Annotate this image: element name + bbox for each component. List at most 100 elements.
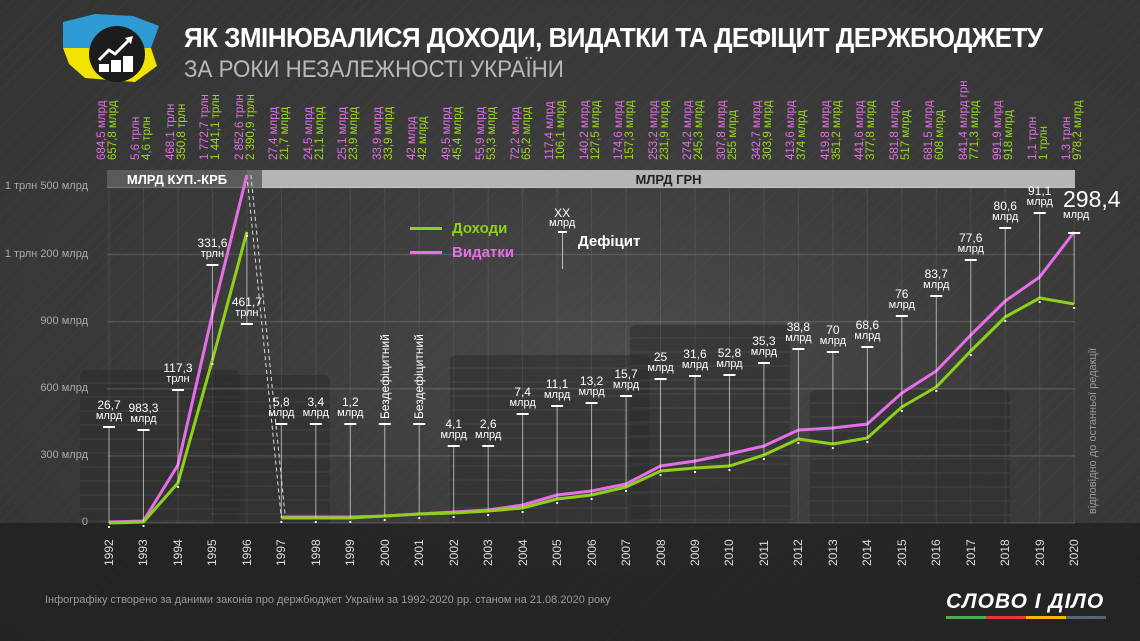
deficit-label: 117,3 трлн — [163, 361, 193, 385]
deficit-tick — [378, 423, 391, 425]
x-tick-label: 2018 — [998, 539, 1013, 566]
deficit-label-none: Бездефіцитний — [412, 334, 427, 419]
era-bar-gap — [247, 170, 262, 188]
top-value-label: 342,7 млрд 303,9 млрд — [750, 100, 774, 160]
data-point-marker — [797, 442, 800, 444]
deficit-label: 38,8 млрд — [785, 320, 812, 344]
deficit-label: 26,7 млрд — [95, 398, 123, 422]
data-point-marker — [108, 526, 110, 528]
deficit-tick — [723, 374, 736, 376]
legend-swatch-expenses — [410, 250, 442, 254]
data-point-marker — [1004, 320, 1007, 322]
y-tick-label: 900 млрд — [40, 314, 88, 327]
legend-swatch-income — [410, 226, 442, 230]
deficit-tick — [999, 227, 1012, 229]
top-value-label: 253,2 млрд 231,9 млрд — [647, 100, 671, 160]
era-bar-kupon: МЛРД КУП.-КРБ — [107, 170, 247, 188]
data-point-marker — [556, 502, 559, 504]
data-point-marker — [383, 519, 386, 521]
top-value-label: 841,4 млрд грн 771,3 млрд — [957, 80, 981, 160]
deficit-label: 7,4 млрд — [509, 385, 536, 409]
y-tick-label: 300 млрд — [40, 448, 88, 461]
deficit-tick — [309, 423, 322, 425]
top-value-label: 140,2 млрд 127,5 млрд — [578, 100, 602, 160]
ukraine-flag-splash-icon — [63, 14, 159, 82]
deficit-tick — [240, 323, 253, 325]
legend-label-income: Доходи — [452, 219, 508, 237]
deficit-tick — [930, 295, 943, 297]
top-value-label: 1,3 трлн 978,2 млрд — [1061, 100, 1085, 160]
deficit-label: 461,7 трлн — [231, 295, 262, 319]
legend-deficit-value: XX — [554, 206, 571, 220]
deficit-tick — [861, 346, 874, 348]
x-tick-label: 1994 — [170, 539, 185, 566]
deficit-tick — [103, 426, 115, 428]
x-tick-label: 2009 — [687, 539, 702, 566]
data-point-marker — [521, 511, 524, 513]
top-value-label: 1,1 трлн 1 трлн — [1026, 116, 1050, 160]
legend-item-expenses: Видатки — [410, 240, 514, 264]
data-point-marker — [866, 441, 869, 443]
x-tick-label: 2006 — [584, 539, 599, 566]
data-point-marker — [1038, 301, 1041, 303]
x-tick-label: 2012 — [791, 539, 806, 566]
deficit-label: 5,8 млрд — [268, 395, 295, 419]
top-value-label: 117,4 млрд 106,1 млрд — [544, 100, 568, 160]
deficit-tick — [413, 423, 426, 425]
x-tick-label: 1993 — [136, 539, 151, 566]
income-line-hryvnia — [281, 296, 1075, 520]
data-point-marker — [1073, 307, 1076, 309]
data-point-marker — [831, 447, 834, 449]
x-tick-label: 1992 — [102, 539, 116, 566]
legend-deficit-marker: XX млрд — [549, 206, 575, 269]
data-point-marker — [659, 474, 662, 476]
deficit-tick — [964, 259, 977, 261]
data-point-marker — [935, 390, 938, 392]
deficit-tick — [620, 395, 633, 397]
brand-text: СЛОВО І ДІЛО — [946, 590, 1105, 613]
top-value-label: 991,9 млрд 918 млрд — [992, 100, 1016, 160]
deficit-label: 80,6 млрд — [992, 199, 1019, 223]
deficit-tick — [275, 423, 288, 425]
x-tick-label: 2013 — [825, 539, 840, 566]
x-tick-label: 1999 — [343, 539, 358, 566]
data-point-marker — [487, 514, 490, 516]
deficit-label: 983,3 млрд — [128, 401, 159, 425]
x-tick-label: 2004 — [515, 539, 530, 566]
top-value-label: 413,6 млрд 374 млрд — [785, 100, 809, 160]
y-tick-label: 1 трлн 200 млрд — [4, 247, 88, 260]
deficit-tick — [344, 423, 357, 425]
y-tick-label: 1 трлн 500 млрд — [4, 180, 88, 193]
x-tick-label: 2016 — [929, 539, 944, 566]
deficit-tick — [206, 264, 219, 266]
deficit-tick — [482, 445, 495, 447]
deficit-tick — [757, 362, 770, 364]
deficit-tick — [171, 389, 184, 391]
data-point-marker — [590, 498, 593, 500]
background-coins — [630, 325, 790, 525]
deficit-label: 13,2 млрд — [578, 374, 605, 398]
top-value-label: 42 млрд 42 млрд — [406, 116, 430, 160]
deficit-tick — [688, 375, 701, 377]
page-title: ЯК ЗМІНЮВАЛИСЯ ДОХОДИ, ВИДАТКИ ТА ДЕФІЦИ… — [184, 22, 1043, 53]
era-bar-hryvnia: МЛРД ГРН — [262, 170, 1075, 188]
legend-label-expenses: Видатки — [452, 243, 514, 261]
top-value-label: 441,6 млрд 377,8 млрд — [854, 100, 878, 160]
top-value-label: 55,9 млрд 53,3 млрд — [475, 106, 499, 160]
data-point-marker — [418, 517, 421, 519]
x-tick-label: 2003 — [481, 539, 496, 566]
top-value-label: 274,2 млрд 245,3 млрд — [681, 100, 705, 160]
top-value-label: 581,8 млрд 517 млрд — [888, 100, 912, 160]
deficit-tick — [895, 315, 908, 317]
x-tick-label: 1996 — [239, 539, 254, 566]
data-point-marker — [728, 469, 731, 471]
x-tick-label: 1997 — [274, 539, 289, 566]
deficit-label: 77,6 млрд — [957, 231, 984, 255]
x-tick-label: 2002 — [446, 539, 461, 566]
deficit-label: 3,4 млрд — [302, 395, 329, 419]
deficit-label: 31,6 млрд — [681, 347, 709, 371]
deficit-label: 83,7 млрд — [923, 267, 950, 291]
deficit-label: 331,6 трлн — [197, 236, 228, 260]
currency-transition-dashed-line — [250, 174, 286, 519]
